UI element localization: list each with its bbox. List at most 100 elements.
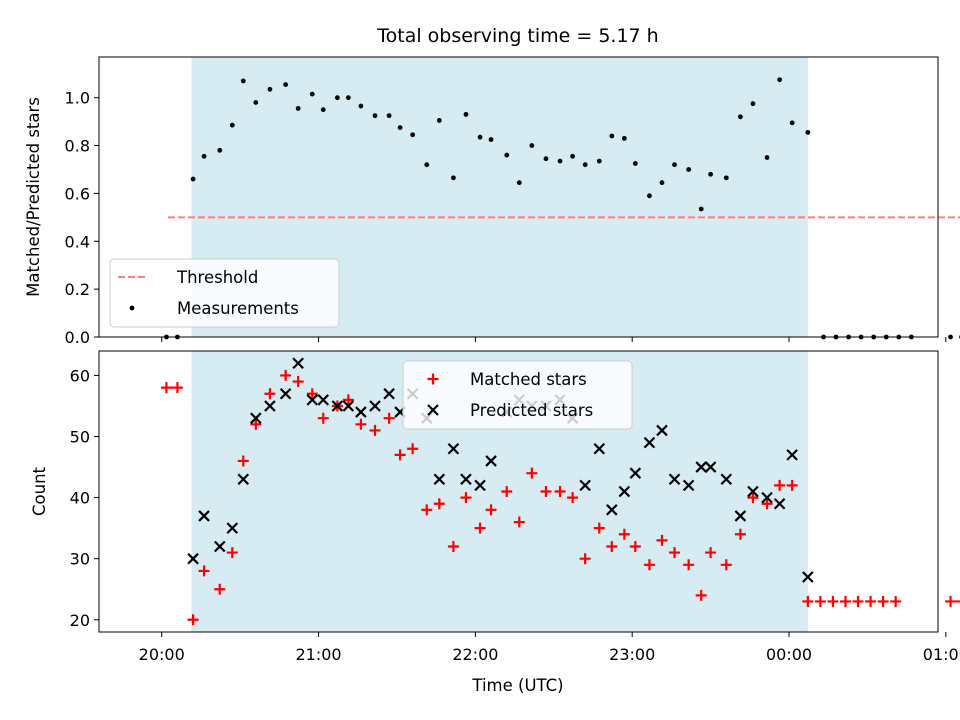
y-tick-label: 1.0	[65, 89, 90, 108]
data-point	[501, 486, 513, 497]
data-point	[695, 589, 707, 601]
data-point	[460, 492, 472, 504]
data-point	[171, 382, 183, 394]
y-axis-label: Matched/Predicted stars	[24, 97, 43, 297]
data-point	[264, 388, 276, 400]
data-point	[609, 133, 615, 139]
data-point	[643, 436, 656, 449]
data-point	[317, 412, 329, 424]
data-point	[213, 540, 226, 553]
data-point	[331, 400, 344, 412]
data-point	[295, 106, 301, 111]
axes-frame	[98, 350, 939, 633]
data-point	[579, 553, 591, 565]
data-point	[460, 473, 472, 486]
data-point	[777, 77, 783, 83]
data-point	[747, 485, 759, 498]
data-point	[267, 86, 273, 92]
data-point	[786, 479, 798, 491]
data-point	[750, 101, 756, 107]
data-point	[705, 547, 717, 559]
data-point	[214, 583, 226, 595]
data-point	[355, 406, 367, 418]
data-point	[369, 424, 381, 436]
data-point	[956, 600, 960, 603]
data-point	[720, 473, 733, 486]
y-tick-label: 0.4	[65, 232, 90, 251]
data-point	[656, 534, 668, 546]
legend-marker	[427, 404, 439, 416]
data-point	[618, 485, 631, 498]
data-point	[557, 158, 563, 164]
data-point	[618, 528, 630, 540]
data-point	[852, 595, 864, 607]
data-point	[320, 107, 326, 113]
data-point	[554, 486, 566, 497]
y-tick-label: 0.0	[65, 328, 90, 347]
x-tick-label: 01:00	[923, 645, 960, 664]
data-point	[734, 510, 747, 522]
data-point	[240, 78, 246, 84]
data-point	[463, 112, 469, 117]
legend-marker	[129, 305, 135, 311]
data-point	[433, 473, 446, 486]
data-point	[734, 528, 746, 540]
data-point	[704, 461, 717, 473]
data-point	[504, 152, 510, 158]
chart-title: Total observing time = 5.17 h	[376, 25, 658, 47]
data-point	[682, 479, 695, 492]
data-point	[386, 113, 392, 119]
data-point	[789, 120, 795, 126]
data-point	[237, 473, 250, 486]
data-point	[306, 394, 319, 406]
data-point	[582, 162, 588, 168]
ratio-panel: 0.0 0.2 0.4 0.6 0.8 1.0 Matched/Predicted star…	[24, 56, 960, 347]
y-tick-label: 60	[70, 366, 90, 385]
data-point	[292, 376, 304, 388]
data-point	[485, 455, 497, 467]
data-point	[253, 100, 259, 105]
data-point	[647, 193, 652, 199]
y-tick-label: 50	[70, 428, 90, 447]
axes-frame	[98, 56, 939, 338]
data-point	[890, 595, 902, 607]
data-point	[839, 595, 851, 607]
data-point	[629, 540, 641, 552]
series-measurements	[164, 77, 960, 340]
data-point	[407, 443, 419, 455]
data-point	[570, 153, 576, 159]
data-point	[672, 162, 677, 168]
x-axis-label: Time (UTC)	[471, 676, 563, 695]
data-point	[451, 175, 456, 181]
x-tick-label: 22:00	[452, 645, 498, 664]
data-point	[424, 162, 430, 168]
data-point	[229, 122, 235, 128]
data-point	[814, 595, 826, 607]
data-point	[877, 595, 889, 607]
data-point	[474, 522, 486, 534]
data-point	[334, 95, 340, 101]
data-point	[306, 388, 318, 400]
legend-label: Threshold	[176, 268, 258, 287]
legend-box	[402, 360, 633, 430]
data-point	[250, 418, 262, 430]
data-point	[187, 614, 199, 626]
data-point	[668, 473, 681, 486]
data-point	[283, 82, 289, 87]
data-point	[738, 114, 743, 120]
legend-marker	[427, 373, 439, 385]
series-matched-stars	[160, 369, 960, 626]
data-point	[579, 479, 591, 492]
data-point	[945, 595, 957, 607]
data-point	[250, 412, 262, 424]
data-point	[761, 491, 773, 504]
data-point	[632, 161, 638, 166]
data-point	[447, 442, 460, 455]
data-point	[596, 158, 602, 164]
y-tick-label: 0.2	[65, 280, 90, 299]
data-point	[567, 492, 579, 504]
data-point	[643, 559, 655, 571]
data-point	[513, 516, 525, 528]
legend-box	[109, 258, 340, 328]
data-point	[621, 135, 627, 141]
